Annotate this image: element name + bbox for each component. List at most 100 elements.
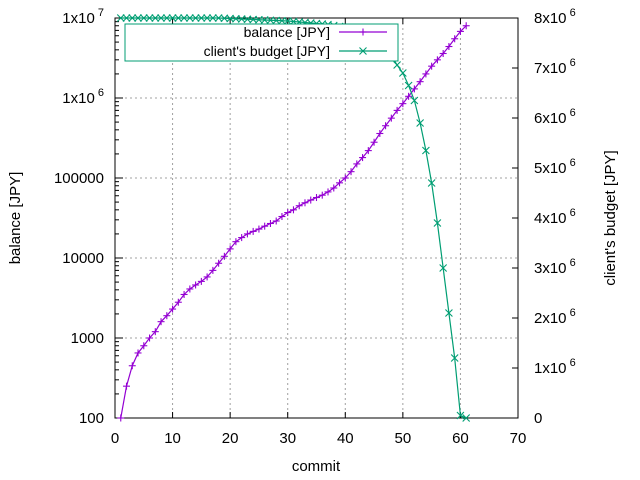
y2-tick-label: 0: [534, 410, 542, 427]
data-point: [266, 16, 275, 25]
data-point: [180, 290, 188, 298]
data-point: [324, 188, 332, 196]
data-point: [433, 219, 442, 227]
data-point: [278, 213, 286, 221]
data-point: [192, 281, 200, 289]
y-tick-label: 1x10 7: [62, 7, 104, 27]
data-point: [151, 328, 159, 336]
y2-tick-label: 4x10 6: [534, 207, 576, 227]
data-point: [261, 222, 269, 230]
data-point: [295, 202, 303, 210]
data-point: [226, 14, 235, 23]
data-point: [393, 61, 401, 69]
data-point: [341, 174, 349, 182]
data-point: [140, 342, 148, 350]
data-point: [428, 62, 436, 70]
data-point: [445, 43, 453, 51]
legend-marker-glyph: [359, 28, 367, 36]
data-point: [174, 14, 183, 22]
data-point: [243, 230, 251, 238]
legend-marker-glyph: [359, 47, 367, 55]
y2-tick-label: 1x10 6: [534, 357, 576, 377]
data-point: [145, 14, 154, 22]
y2-tick-label: 8x10 6: [534, 7, 576, 27]
data-point: [243, 15, 252, 24]
y-tick-label: 1x10 6: [62, 87, 104, 107]
data-point: [139, 14, 148, 22]
legend-marker-budget: [359, 47, 367, 55]
data-point: [168, 14, 177, 22]
y2-tick-label: 7x10 6: [534, 57, 576, 77]
data-point: [330, 184, 338, 192]
data-point: [232, 14, 240, 23]
data-point: [203, 14, 212, 22]
data-point: [416, 78, 424, 86]
data-point: [278, 16, 286, 25]
data-point: [387, 114, 395, 122]
data-point: [313, 194, 320, 202]
y-axis-label: balance [JPY]: [7, 172, 24, 265]
grid-lines: [115, 18, 518, 418]
data-point: [122, 14, 131, 22]
legend-box: [124, 23, 399, 62]
x-tick-label: 60: [452, 430, 469, 447]
data-point: [214, 14, 223, 22]
data-point: [318, 191, 326, 199]
data-point: [117, 414, 125, 422]
data-point: [134, 349, 142, 357]
data-point: [191, 14, 200, 22]
data-point: [169, 305, 177, 313]
data-point: [215, 259, 223, 267]
tick-marks: [114, 17, 519, 419]
data-point: [163, 312, 171, 320]
data-point: [439, 49, 447, 57]
data-point: [359, 154, 367, 162]
data-point: [393, 106, 401, 114]
x-tick-label: 30: [279, 430, 296, 447]
data-point: [208, 14, 217, 22]
data-point: [347, 168, 355, 176]
data-point: [123, 382, 131, 390]
y2-axis-label: client's budget [JPY]: [602, 150, 619, 285]
data-point: [427, 179, 436, 187]
data-point: [353, 160, 361, 168]
data-point: [370, 138, 378, 146]
data-point: [364, 147, 372, 155]
data-point: [185, 14, 194, 22]
data-point: [249, 227, 257, 235]
y2-tick-label: 3x10 6: [534, 257, 576, 277]
y-tick-label: 100: [79, 410, 104, 427]
y2-tick-label: 2x10 6: [534, 307, 576, 327]
data-point: [336, 179, 344, 187]
legend-label-balance: balance [JPY]: [244, 24, 330, 40]
data-point: [451, 35, 459, 43]
data-point: [232, 238, 240, 246]
data-point: [405, 92, 413, 100]
data-point: [404, 81, 413, 90]
data-point: [307, 196, 315, 204]
legend: balance [JPY] client's budget [JPY]: [124, 23, 399, 62]
data-point: [238, 234, 246, 242]
data-point: [197, 14, 206, 22]
plot-border: [114, 17, 519, 419]
x-tick-label: 40: [337, 430, 354, 447]
x-tick-labels: 0 10 20 30 40 50 60 70: [111, 430, 527, 447]
data-point: [399, 100, 407, 108]
y-tick-label: 10000: [62, 250, 104, 267]
data-point: [301, 199, 309, 207]
data-point: [450, 354, 459, 362]
data-point: [456, 411, 465, 420]
data-point: [272, 16, 281, 25]
x-tick-label: 70: [510, 430, 527, 447]
data-point: [272, 217, 280, 225]
data-point: [116, 14, 125, 22]
y-tick-labels: 100 1000 10000 100000 1x10 6 1x10 7: [54, 7, 104, 427]
data-point: [266, 219, 274, 227]
x-tick-label: 50: [395, 430, 412, 447]
data-point: [422, 70, 430, 78]
data-point: [433, 56, 441, 64]
x-tick-label: 10: [164, 430, 181, 447]
data-point: [186, 285, 194, 293]
data-point: [410, 96, 419, 105]
data-point: [197, 277, 205, 285]
